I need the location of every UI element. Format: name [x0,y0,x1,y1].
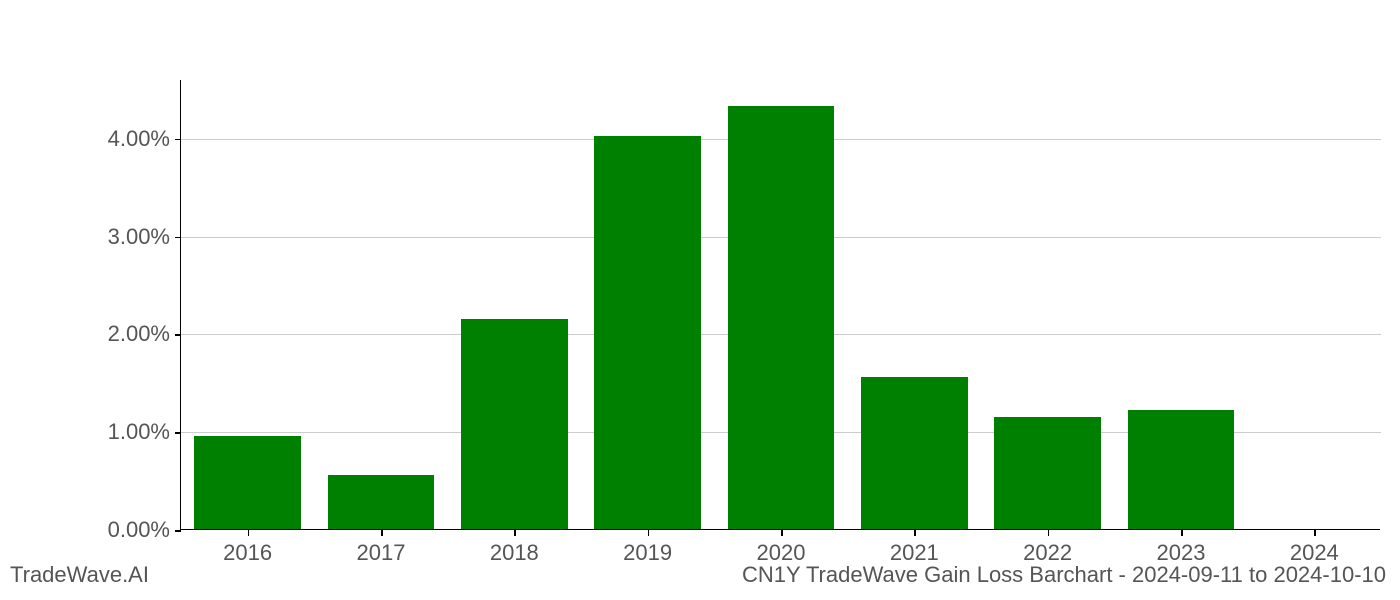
y-tick-label: 3.00% [70,224,170,250]
y-tick-mark [175,530,181,532]
bar [1128,410,1235,529]
y-tick-label: 0.00% [70,517,170,543]
y-tick-label: 2.00% [70,321,170,347]
y-tick-mark [175,334,181,336]
x-tick-label: 2017 [357,540,406,566]
x-tick-label: 2019 [623,540,672,566]
x-tick-mark [1181,530,1183,536]
x-tick-label: 2018 [490,540,539,566]
plot-area: 0.00%1.00%2.00%3.00%4.00%201620172018201… [180,80,1380,530]
bar [194,436,301,529]
x-tick-mark [248,530,250,536]
x-tick-mark [1048,530,1050,536]
footer-left-label: TradeWave.AI [10,562,149,588]
x-tick-mark [648,530,650,536]
x-tick-mark [514,530,516,536]
y-tick-mark [175,237,181,239]
bar [328,475,435,529]
x-tick-mark [781,530,783,536]
bar [861,377,968,529]
x-tick-mark [1314,530,1316,536]
bar [594,136,701,529]
bar [728,106,835,529]
footer-right-label: CN1Y TradeWave Gain Loss Barchart - 2024… [742,562,1386,588]
bar-chart: 0.00%1.00%2.00%3.00%4.00%201620172018201… [180,80,1380,530]
y-tick-mark [175,432,181,434]
bar [461,319,568,529]
bar [994,417,1101,530]
x-tick-mark [381,530,383,536]
y-tick-label: 4.00% [70,126,170,152]
x-tick-label: 2016 [223,540,272,566]
y-tick-mark [175,139,181,141]
x-tick-mark [914,530,916,536]
y-tick-label: 1.00% [70,419,170,445]
